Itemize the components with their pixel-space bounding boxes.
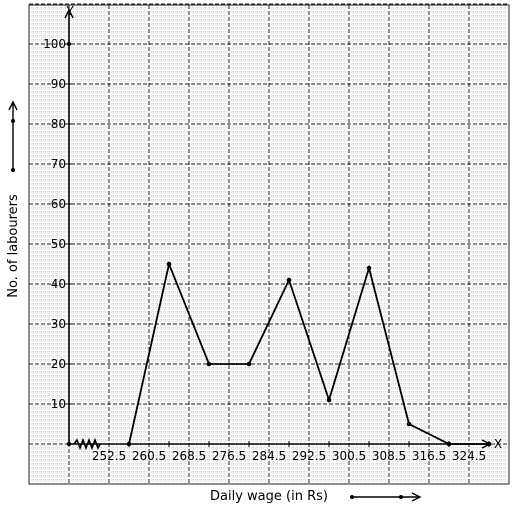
- data-point: [326, 397, 332, 403]
- data-point: [406, 421, 412, 427]
- x-direction-dot: [350, 495, 354, 499]
- origin-point: [66, 441, 72, 447]
- x-tick-label: 276.5: [212, 449, 246, 463]
- tick-labels: 10 20 30 40 50 60 70 80 90 100 252.5 260.5 268.5 276.…: [43, 37, 490, 463]
- y-tick-label: 10: [51, 397, 66, 411]
- data-point: [486, 441, 492, 447]
- y-tick-label: 50: [51, 237, 66, 251]
- grid-border: [28, 4, 510, 485]
- y-tick-label: 30: [51, 317, 66, 331]
- direction-arrows: [8, 100, 422, 502]
- y-tick-label: 100: [43, 37, 66, 51]
- x-tick-label: 324.5: [452, 449, 486, 463]
- x-tick-label: 300.5: [332, 449, 366, 463]
- grid: [28, 3, 510, 485]
- y-axis-arrowhead: [64, 8, 74, 19]
- data-point: [166, 261, 172, 267]
- y-direction-dot: [11, 119, 15, 123]
- x-tick-label: 308.5: [372, 449, 406, 463]
- x-axis-letter: X: [494, 437, 502, 451]
- y-tick-label: 60: [51, 197, 66, 211]
- series-line: [128, 260, 489, 445]
- y-axis-top-point: [66, 41, 72, 47]
- x-tick-label: 316.5: [412, 449, 446, 463]
- y-direction-dot: [11, 168, 15, 172]
- data-point: [366, 265, 372, 271]
- y-tick-label: 20: [51, 357, 66, 371]
- data-point: [126, 441, 132, 447]
- y-tick-label: 90: [51, 77, 66, 91]
- data-point: [206, 361, 212, 367]
- series: [126, 260, 492, 447]
- data-point: [246, 361, 252, 367]
- axis-labels: Y X No. of labourers Daily wage (in Rs): [6, 4, 502, 504]
- y-axis-letter: Y: [65, 4, 74, 18]
- x-tick-label: 292.5: [292, 449, 326, 463]
- x-tick-label: 284.5: [252, 449, 286, 463]
- x-direction-dot: [399, 495, 403, 499]
- x-tick-label: 260.5: [132, 449, 166, 463]
- data-point: [286, 277, 292, 283]
- x-direction-arrowhead: [411, 492, 422, 502]
- x-axis-break-zigzag: [73, 437, 101, 451]
- y-direction-arrowhead: [8, 100, 18, 111]
- y-tick-label: 80: [51, 117, 66, 131]
- x-tick-label: 252.5: [92, 449, 126, 463]
- y-axis-title: No. of labourers: [6, 194, 21, 298]
- y-tick-label: 70: [51, 157, 66, 171]
- x-axis-title: Daily wage (in Rs): [210, 489, 328, 504]
- y-tick-label: 40: [51, 277, 66, 291]
- data-point: [446, 441, 452, 447]
- x-tick-label: 268.5: [172, 449, 206, 463]
